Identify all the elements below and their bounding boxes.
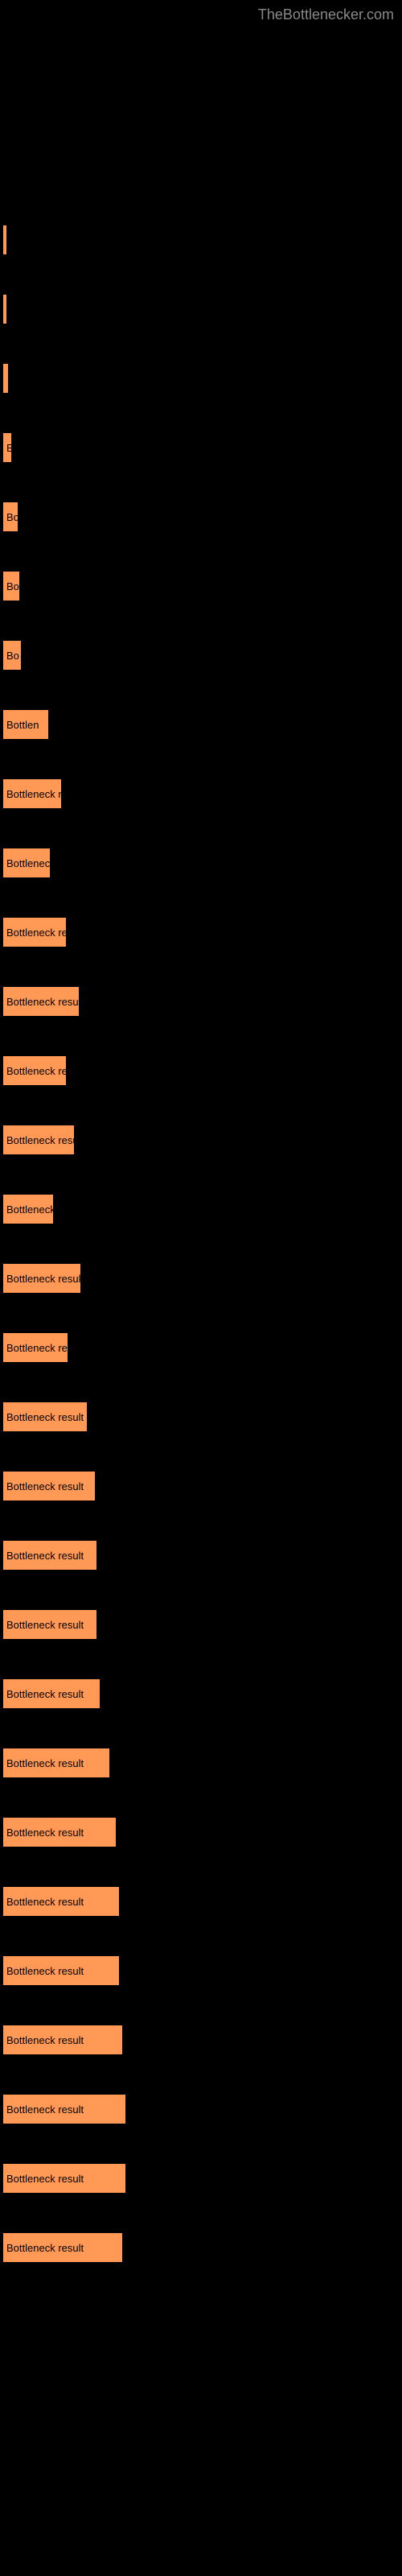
bar-row: Bottleneck result	[3, 1402, 402, 1431]
bar-label: Bottleneck result	[6, 1688, 84, 1700]
bar-row: Bo	[3, 572, 402, 601]
bar-row: Bottlenec	[3, 848, 402, 877]
bar-row: Bottleneck resu	[3, 1125, 402, 1154]
bar-row: Bottleneck result	[3, 1679, 402, 1708]
chart-bar: Bo	[3, 502, 18, 531]
chart-bar	[3, 225, 6, 254]
bar-label: Bottleneck r	[6, 788, 61, 800]
bar-row: Bottleneck res	[3, 1333, 402, 1362]
bar-label: Bo	[6, 580, 19, 592]
chart-bar: Bottlenec	[3, 848, 50, 877]
bar-label: Bottleneck result	[6, 1965, 84, 1977]
bar-row	[3, 364, 402, 393]
chart-bar: Bottleneck res	[3, 918, 66, 947]
chart-bar: Bottleneck result	[3, 1541, 96, 1570]
bar-row: Bottleneck result	[3, 1887, 402, 1916]
bar-label: Bottlenec	[6, 857, 50, 869]
bar-row: Bottleneck result	[3, 2233, 402, 2262]
chart-bar: Bottleneck result	[3, 1748, 109, 1777]
chart-bar: Bo	[3, 572, 19, 601]
bar-label: Bottleneck result	[6, 1827, 84, 1839]
chart-bar: Bottlen	[3, 710, 48, 739]
bar-row: Bo	[3, 641, 402, 670]
chart-bar: Bottleneck result	[3, 2025, 122, 2054]
bar-chart: E Bo Bo Bo Bottlen Bottleneck r Bottlenec Bottl…	[0, 0, 402, 2262]
chart-bar	[3, 295, 6, 324]
bar-row	[3, 295, 402, 324]
chart-bar: E	[3, 433, 11, 462]
chart-bar: Bottleneck result	[3, 1956, 119, 1985]
chart-bar	[3, 364, 8, 393]
bar-row: Bottleneck result	[3, 1610, 402, 1639]
bar-row: Bottleneck res	[3, 1056, 402, 1085]
bar-label: Bottleneck result	[6, 2173, 84, 2185]
watermark-text: TheBottlenecker.com	[258, 6, 394, 23]
bar-row: Bottlen	[3, 710, 402, 739]
chart-bar: Bottleneck result	[3, 1402, 87, 1431]
chart-bar: Bottleneck resu	[3, 1125, 74, 1154]
bar-label: Bottleneck result	[6, 1273, 80, 1285]
bar-row: Bottleneck result	[3, 987, 402, 1016]
bar-label: E	[6, 442, 11, 454]
chart-bar: Bottleneck result	[3, 1818, 116, 1847]
bar-label: Bottleneck res	[6, 1342, 68, 1354]
chart-bar: Bottleneck res	[3, 1333, 68, 1362]
chart-bar: Bottleneck result	[3, 2095, 125, 2124]
bar-label: Bottlen	[6, 719, 39, 731]
bar-label: Bo	[6, 511, 18, 523]
bar-label: Bo	[6, 650, 19, 662]
bar-row: Bottleneck result	[3, 1472, 402, 1501]
bar-row: Bo	[3, 502, 402, 531]
bar-label: Bottleneck result	[6, 1480, 84, 1492]
chart-bar: Bottleneck r	[3, 779, 61, 808]
chart-bar: Bottleneck res	[3, 1056, 66, 1085]
chart-bar: Bottleneck result	[3, 1679, 100, 1708]
bar-row: Bottleneck res	[3, 918, 402, 947]
bar-row	[3, 225, 402, 254]
chart-bar: Bottleneck result	[3, 1472, 95, 1501]
bar-label: Bottleneck result	[6, 2103, 84, 2116]
bar-row: Bottleneck result	[3, 1748, 402, 1777]
bar-label: Bottleneck result	[6, 1619, 84, 1631]
bar-row: E	[3, 433, 402, 462]
bar-label: Bottleneck result	[6, 996, 79, 1008]
bar-label: Bottleneck resu	[6, 1134, 74, 1146]
bar-row: Bottleneck result	[3, 2025, 402, 2054]
bar-row: Bottleneck result	[3, 1264, 402, 1293]
chart-bar: Bottleneck	[3, 1195, 53, 1224]
bar-label: Bottleneck result	[6, 2034, 84, 2046]
bar-row: Bottleneck r	[3, 779, 402, 808]
bar-label: Bottleneck res	[6, 927, 66, 939]
bar-label: Bottleneck res	[6, 1065, 66, 1077]
bar-label: Bottleneck	[6, 1203, 53, 1216]
chart-bar: Bo	[3, 641, 21, 670]
chart-bar: Bottleneck result	[3, 1887, 119, 1916]
bar-label: Bottleneck result	[6, 1896, 84, 1908]
bar-row: Bottleneck result	[3, 2095, 402, 2124]
bar-row: Bottleneck result	[3, 2164, 402, 2193]
bar-row: Bottleneck result	[3, 1541, 402, 1570]
bar-label: Bottleneck result	[6, 1757, 84, 1769]
bar-row: Bottleneck	[3, 1195, 402, 1224]
chart-bar: Bottleneck result	[3, 2233, 122, 2262]
bar-label: Bottleneck result	[6, 2242, 84, 2254]
bar-row: Bottleneck result	[3, 1818, 402, 1847]
bar-label: Bottleneck result	[6, 1550, 84, 1562]
chart-bar: Bottleneck result	[3, 1264, 80, 1293]
chart-bar: Bottleneck result	[3, 987, 79, 1016]
bar-row: Bottleneck result	[3, 1956, 402, 1985]
bar-label: Bottleneck result	[6, 1411, 84, 1423]
chart-bar: Bottleneck result	[3, 1610, 96, 1639]
chart-bar: Bottleneck result	[3, 2164, 125, 2193]
